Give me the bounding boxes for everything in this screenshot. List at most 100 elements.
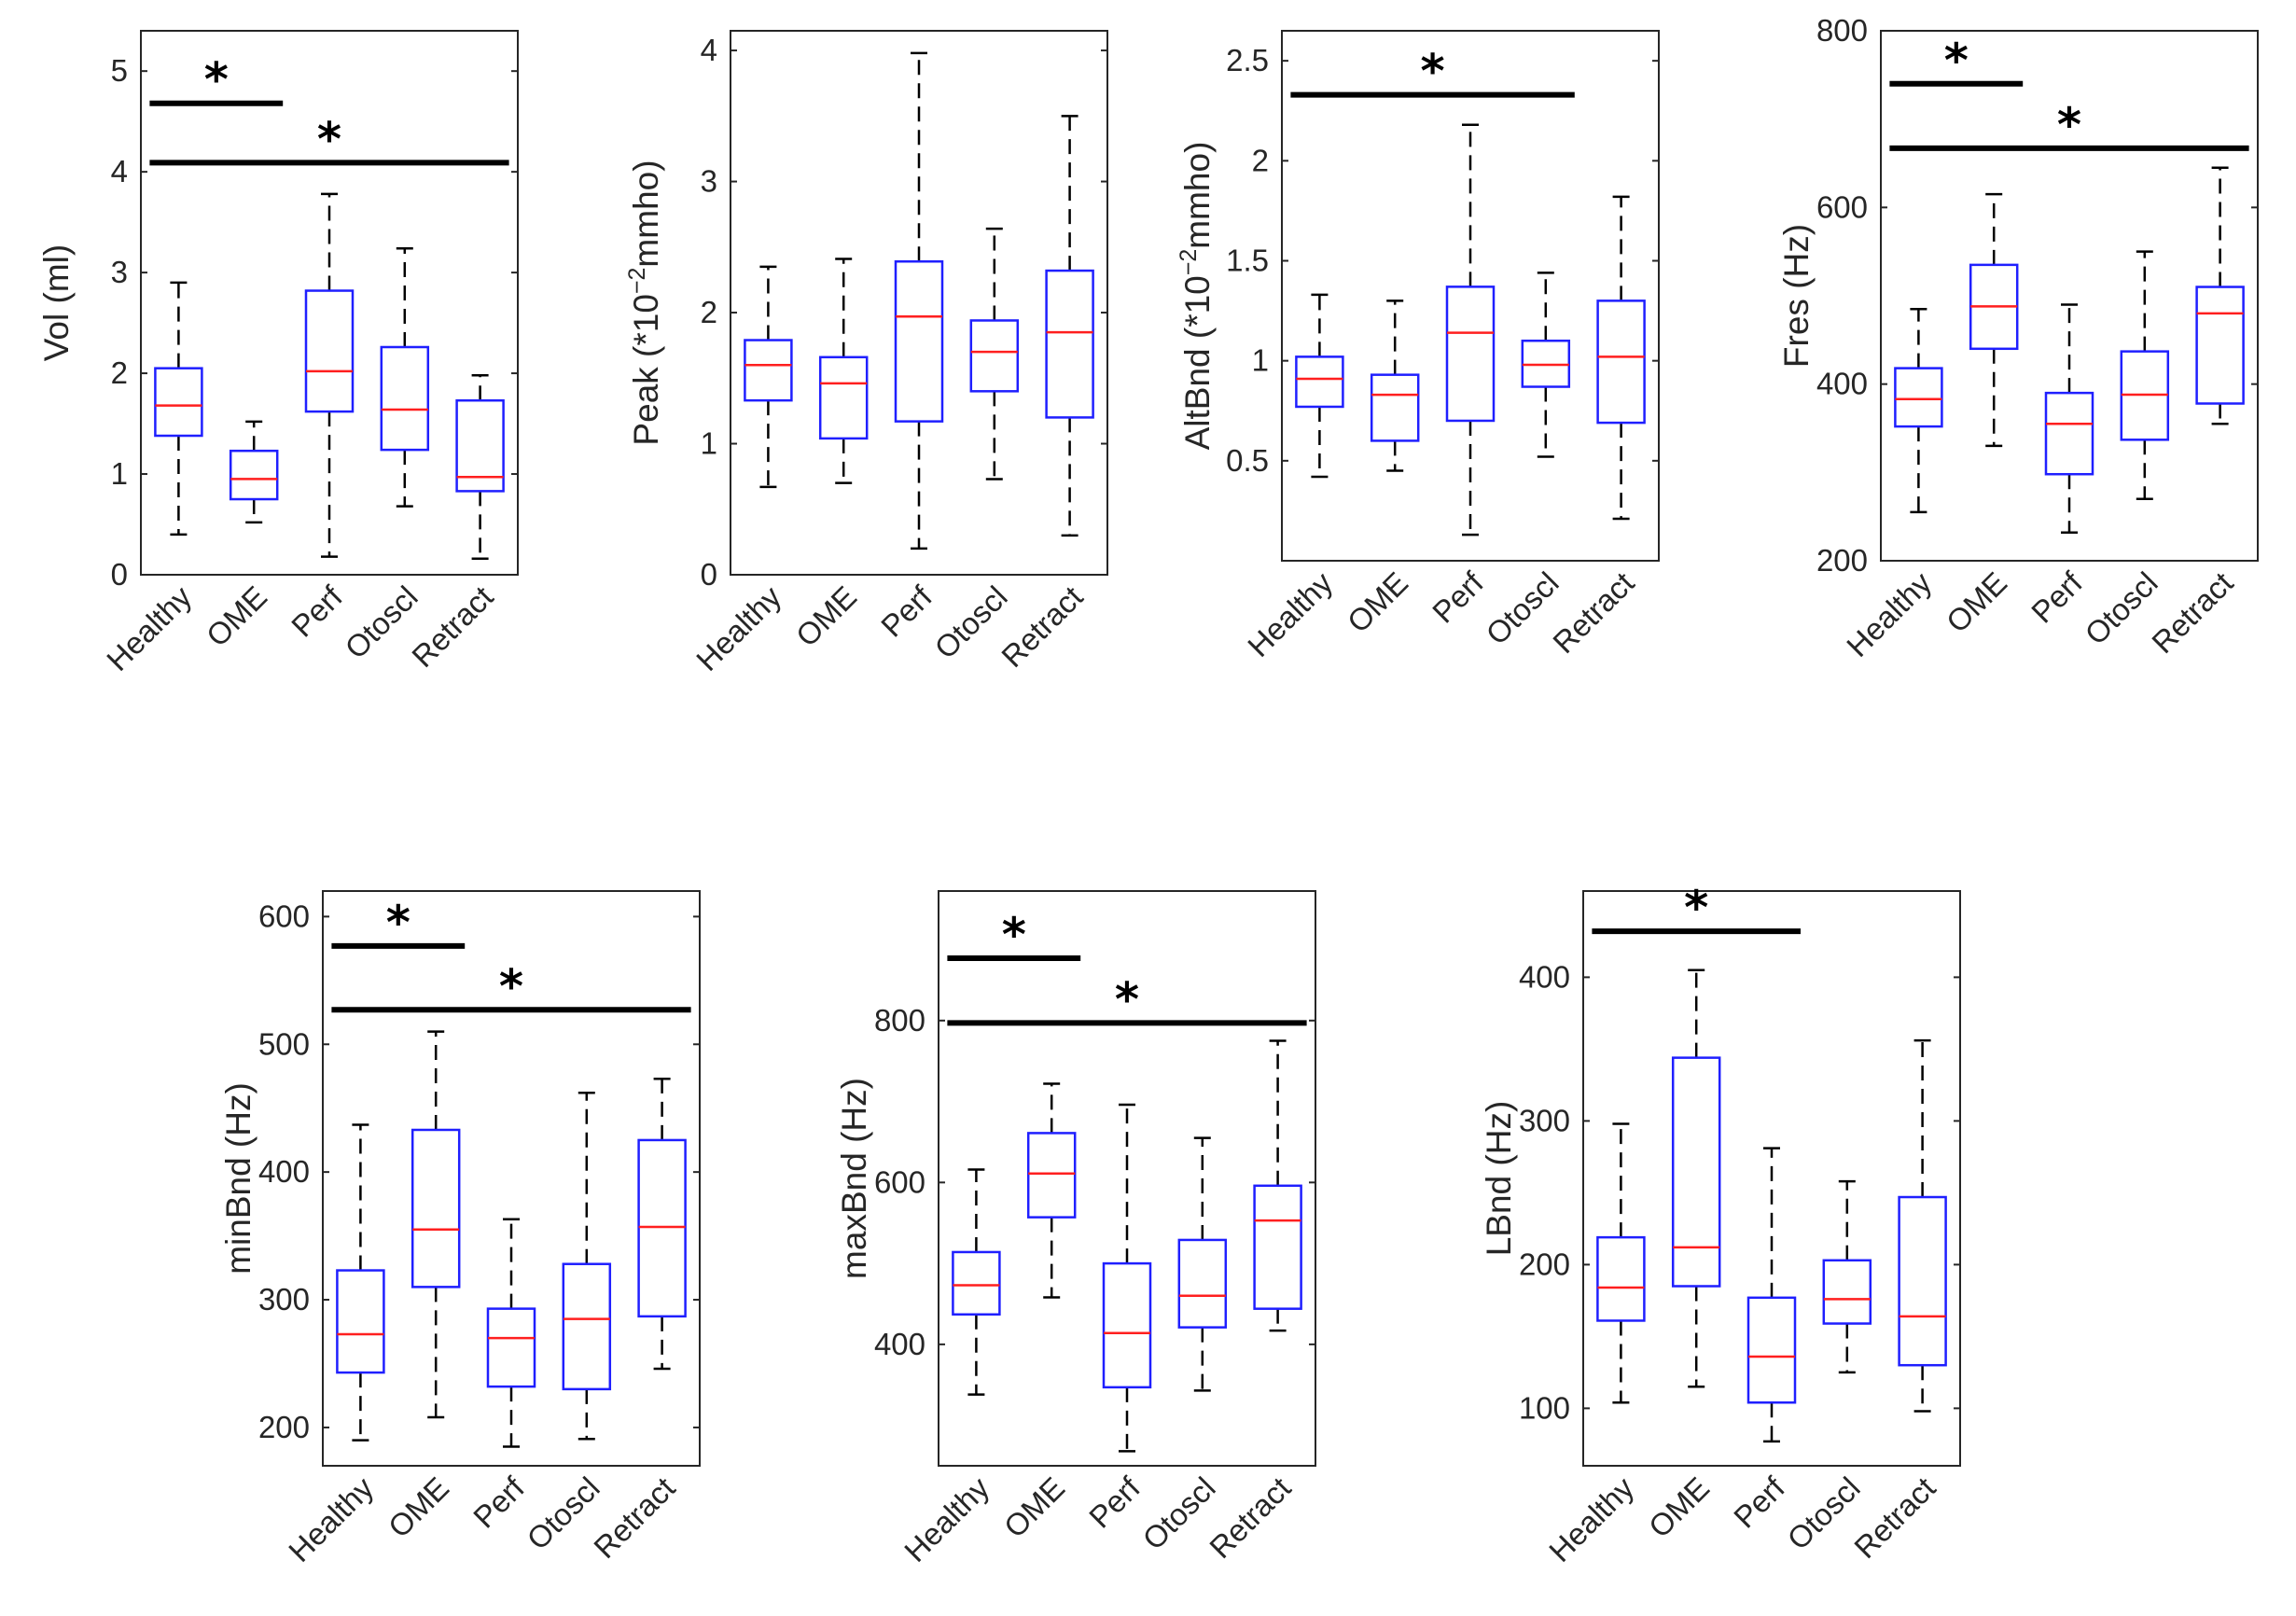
iqr-box [1898,1195,1947,1367]
significance-star: * [1115,972,1139,1026]
iqr-box [410,1128,461,1289]
iqr-box [1177,1238,1228,1329]
x-category-label: Healthy [689,578,788,677]
box-otoscl [1822,1179,1872,1374]
y-tick-label: 5 [111,53,128,88]
iqr-box [1671,1056,1721,1288]
x-category-label: Retract [587,1470,681,1565]
y-axis-title: maxBnd (Hz) [835,1078,873,1279]
x-category-label: Perf [1082,1470,1148,1535]
x-category-label: Retract [1847,1470,1941,1565]
y-tick-label: 2 [111,355,128,390]
iqr-box [1045,269,1094,419]
box-perf [1102,1103,1152,1453]
iqr-box [1295,355,1344,409]
iqr-box [2044,391,2094,476]
box-otoscl [562,1092,612,1441]
iqr-box [1445,286,1496,423]
iqr-box [637,1138,687,1318]
box-retract [1596,195,1646,521]
x-category-label: Healthy [282,1470,381,1568]
x-category-label: OME [1642,1470,1716,1544]
significance-star: * [1002,908,1026,962]
iqr-box [1596,1235,1646,1322]
x-category-label: Retract [405,579,499,674]
x-category-label: Retract [2145,565,2239,660]
x-category-label: Perf [2025,564,2090,630]
y-tick-label: 2 [701,295,717,329]
y-tick-label: 4 [111,154,128,188]
x-category-label: OME [789,579,863,653]
x-category-label: OME [997,1470,1071,1544]
y-tick-label: 500 [258,1026,310,1061]
box-healthy [952,1168,1001,1396]
y-tick-label: 400 [1816,367,1868,401]
box-healthy [1894,307,1943,514]
box-perf [894,51,944,550]
y-tick-label: 0 [111,557,128,592]
box-retract [1045,115,1094,537]
iqr-box [1822,1259,1872,1325]
box-ome [1671,968,1721,1388]
panel-minbnd: 200 300 400 500 600 minBnd (Hz) Healthy OME Perf… [219,890,701,1568]
axes-frame [1880,30,2259,562]
box-retract [1898,1038,1947,1413]
iqr-box [380,345,430,452]
y-axis-title: Vol (ml) [37,244,76,361]
box-ome [1969,192,2019,448]
axes-frame [1582,890,1961,1467]
box-healthy [1596,1122,1646,1404]
iqr-box [1026,1132,1077,1219]
y-axis-title: minBnd (Hz) [219,1082,257,1275]
y-tick-label: 2 [1252,143,1269,177]
y-tick-label: 400 [258,1154,310,1189]
iqr-box [952,1250,1001,1316]
y-tick-label: 600 [1816,189,1868,224]
x-category-label: OME [1940,565,2013,639]
axes-frame [140,30,519,576]
y-tick-label: 400 [1519,959,1570,994]
box-ome [1370,300,1420,472]
box-otoscl [1521,272,1571,458]
box-retract [455,373,505,560]
y-tick-label: 1 [111,456,128,491]
axes-frame [1281,30,1660,562]
iqr-box [818,355,869,440]
axes-frame [322,890,701,1467]
box-perf [1746,1147,1797,1443]
box-perf [1445,123,1496,536]
box-otoscl [969,227,1020,481]
y-axis-title: Fres (Hz) [1777,224,1816,368]
significance-star: * [204,53,229,107]
x-category-label: Healthy [1241,564,1340,663]
box-ome [229,420,279,524]
y-tick-label: 3 [111,255,128,289]
x-category-label: Perf [1426,564,1491,630]
y-tick-label: 300 [1519,1103,1570,1137]
y-tick-label: 600 [874,1164,925,1199]
y-tick-label: 4 [701,33,717,67]
box-otoscl [380,246,430,508]
y-tick-label: 2.5 [1226,43,1269,77]
x-category-label: Perf [874,578,939,644]
x-category-label: OME [200,579,273,653]
x-category-label: Healthy [1542,1470,1641,1568]
y-tick-label: 800 [1816,13,1868,48]
significance-star: * [1684,881,1708,935]
y-tick-label: 300 [258,1282,310,1316]
box-perf [486,1218,536,1448]
box-healthy [744,265,793,489]
box-retract [637,1077,687,1371]
x-category-label: Retract [1203,1470,1297,1565]
box-perf [304,192,355,558]
box-otoscl [1177,1136,1228,1392]
iqr-box [1370,373,1420,442]
axes-frame [730,30,1108,576]
iqr-box [229,449,279,501]
y-tick-label: 100 [1519,1390,1570,1425]
x-category-label: Healthy [1840,564,1939,663]
